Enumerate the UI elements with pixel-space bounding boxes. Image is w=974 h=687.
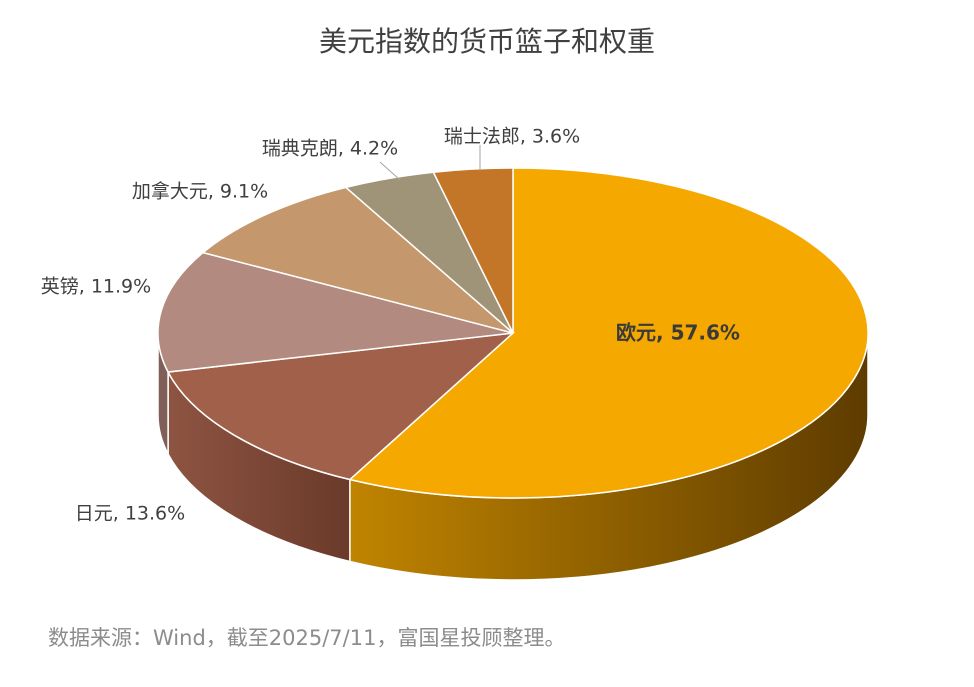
- pie-slice-2: [157, 251, 514, 373]
- pie-slice-0: [348, 167, 869, 499]
- slice-label-2: 英镑, 11.9%: [41, 276, 151, 298]
- slice-labels: 欧元, 57.6% 日元, 13.6% 英镑, 11.9% 加拿大元, 9.1% 瑞典克…: [41, 126, 740, 525]
- slice-label-3: 加拿大元, 9.1%: [132, 180, 268, 203]
- slice-label-4: 瑞典克朗, 4.2%: [262, 138, 398, 160]
- pie-slice-3: [201, 186, 514, 334]
- chart-title: 美元指数的货币篮子和权重: [318, 25, 655, 58]
- leader-line-4: [379, 161, 401, 181]
- source-note: 数据来源：Wind，截至2025/7/11，富国星投顾整理。: [48, 626, 566, 650]
- slice-label-5: 瑞士法郎, 3.6%: [444, 126, 580, 148]
- leader-lines: [379, 145, 481, 181]
- pie-slice-1: [166, 331, 516, 481]
- pie-tops: [157, 167, 869, 499]
- slice-label-0: 欧元, 57.6%: [616, 321, 740, 345]
- slice-label-1: 日元, 13.6%: [75, 503, 185, 525]
- pie-slice-5: [432, 167, 514, 334]
